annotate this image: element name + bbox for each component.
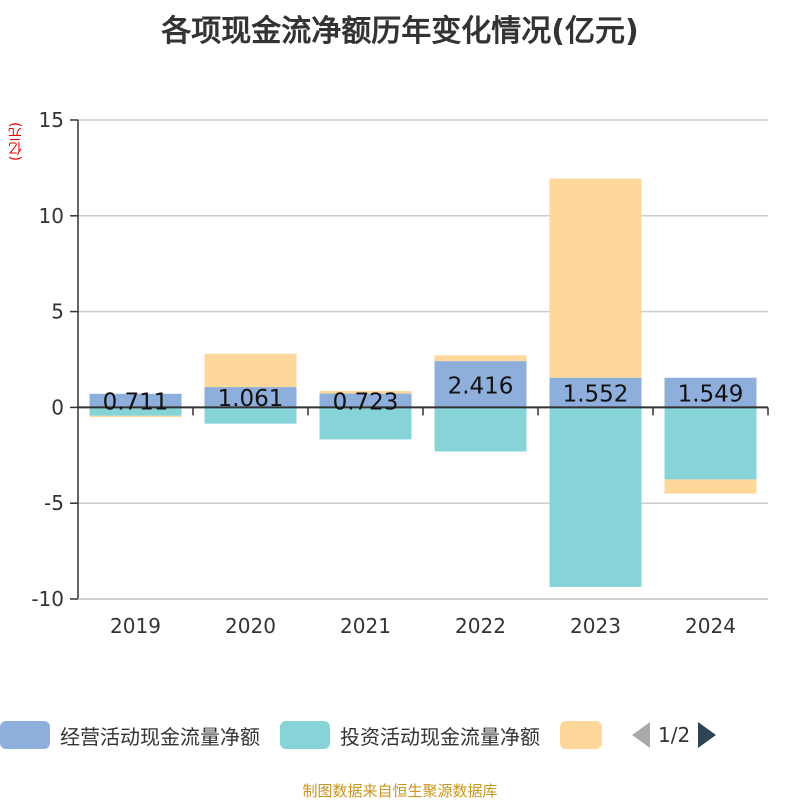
source-footer: 制图数据来自恒生聚源数据库 [302,782,498,800]
bar-segment [434,355,527,362]
data-label: 2.416 [448,373,514,399]
legend-swatch [560,721,602,749]
prev-page-icon[interactable] [632,722,650,748]
bar-segment [89,407,182,416]
legend: 经营活动现金流量净额 投资活动现金流量净额 1/2 [0,718,717,752]
bar-segment [549,407,642,587]
x-tick-label: 2023 [570,614,621,638]
legend-label: 经营活动现金流量净额 [60,724,260,749]
next-page-icon[interactable] [698,722,717,748]
legend-item-investing[interactable]: 投资活动现金流量净额 [280,721,540,750]
legend-item-financing[interactable] [560,721,612,749]
bar-segment [549,377,642,408]
legend-pager: 1/2 [632,722,717,748]
data-label: 1.549 [678,382,744,408]
bar-segment [89,393,182,408]
bar-segment [664,377,757,408]
y-tick-label: -10 [31,587,64,611]
legend-swatch [0,721,50,749]
bar-segment [319,391,412,394]
bar-segment [434,407,527,452]
x-tick-label: 2020 [225,614,276,638]
x-tick-label: 2024 [685,614,736,638]
y-tick-label: 5 [51,300,64,324]
bar-segment [204,353,297,388]
x-tick-label: 2019 [110,614,161,638]
y-tick-label: 0 [51,395,64,419]
y-tick-label: -5 [44,491,64,515]
y-tick-label: 15 [39,108,64,132]
bar-segment [89,415,182,417]
bar-segment [549,178,642,378]
bar-segment [434,361,527,408]
x-tick-label: 2022 [455,614,506,638]
data-label: 0.711 [103,390,169,416]
bar-segment [664,407,757,480]
bar-segment [204,387,297,408]
bar-segment [664,479,757,494]
legend-item-operating[interactable]: 经营活动现金流量净额 [0,721,260,750]
data-label: 1.552 [563,382,629,408]
x-tick-label: 2021 [340,614,391,638]
bar-segment [319,393,412,408]
legend-page-number: 1/2 [658,723,691,747]
data-label: 0.723 [333,389,399,415]
legend-label: 投资活动现金流量净额 [340,724,540,749]
legend-swatch [280,721,330,749]
bar-segment [204,407,297,424]
bar-segment [319,407,412,440]
chart-title: 各项现金流净额历年变化情况(亿元) [161,14,639,49]
y-tick-label: 10 [39,204,64,228]
bar-chart: -10 -5 0 5 10 15 2019 2020 2021 2022 2023 2024 0.711… [31,108,769,638]
data-label: 1.061 [218,386,284,412]
